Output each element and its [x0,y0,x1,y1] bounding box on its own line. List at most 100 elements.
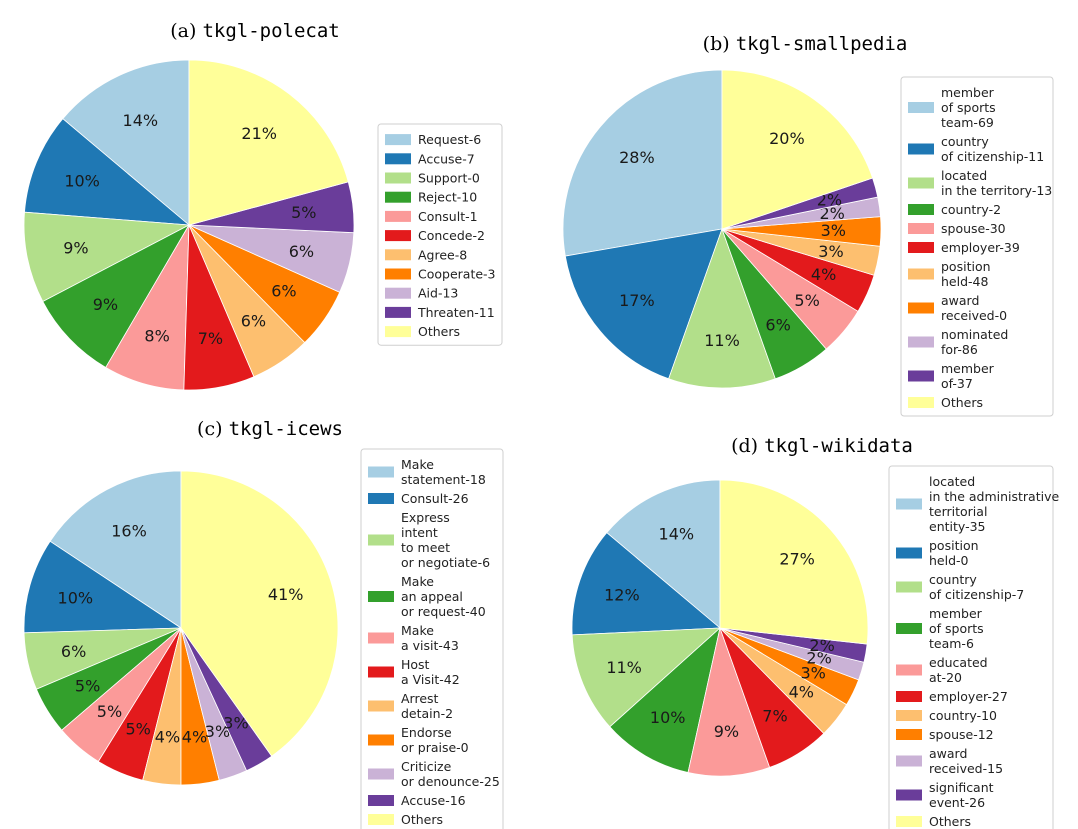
pie-slice-request-6 [62,59,190,226]
pie-slice-others [188,59,349,226]
legend-swatch [896,816,922,827]
legend-swatch [368,795,394,806]
pct-label: 14% [659,525,695,544]
pie-slice-located-in-the-territory-13 [668,227,776,389]
legend-label: Make a visit-43 [401,623,459,653]
pie-slice-member-of-sports-team-6 [609,626,721,773]
pct-label: 9% [63,239,88,258]
legend-label: Aid-13 [418,286,458,301]
pct-label: 7% [762,706,787,725]
legend-label: Make an appeal or request-40 [401,574,486,619]
legend-swatch [908,302,934,314]
pie-panel-smallpedia: (b) tkgl-smallpedia 28%17%11%6%5%4%3%3%2… [562,33,1054,417]
pie-slice-country-of-citizenship-11 [564,228,723,380]
chart-title: (b) tkgl-smallpedia [703,33,908,55]
legend-swatch [385,268,411,280]
pct-label: 17% [619,291,655,310]
legend-swatch [368,534,394,546]
legend: located in the administrative territorial e… [888,465,1059,829]
legend-swatch [896,789,922,801]
pct-label: 6% [765,316,790,335]
pct-label: 10% [650,708,686,727]
pie-slice-located-in-the-administrative-territorial-entity-35 [606,479,721,629]
legend-swatch [896,498,922,510]
chart-title: (c) tkgl-icews [197,418,343,440]
legend-swatch [368,768,394,780]
legend-label: member of sports team-69 [941,85,996,130]
legend-label: Reject-10 [418,190,477,205]
pct-label: 4% [811,265,836,284]
legend-label: Agree-8 [418,247,467,262]
pct-label: 5% [291,203,316,222]
pie-slice-reject-10 [42,224,191,369]
legend-swatch [368,734,394,746]
pie-slices: 14% 10% 9% 9% 8% 7% 6% 6% 6% 5% 21% [23,59,355,391]
legend-label: Consult-1 [418,209,478,224]
pct-label: 3% [205,722,230,741]
pie-slices: 16%10%6%5%5%5% 4% 4%3%3%41% [23,470,339,786]
legend-label: Cooperate-3 [418,267,496,282]
pct-label: 5% [75,676,100,695]
legend-label: Others [401,812,443,827]
pct-label: 7% [198,329,223,348]
legend-label: country-10 [929,708,997,723]
pct-label: 6% [289,242,314,261]
legend-label: member of-37 [941,361,995,391]
legend-label: Request-6 [418,132,481,147]
legend-swatch [908,204,934,215]
pct-label: 3% [821,221,846,240]
pie-slice-support-0 [23,211,191,303]
legend-frame [900,76,1054,417]
pct-label: 28% [619,148,655,167]
pct-label: 21% [241,124,277,143]
legend-swatch [908,242,934,253]
legend-swatch [896,729,922,740]
legend-swatch [908,143,934,155]
legend-swatch [908,177,934,189]
pct-label: 3% [801,664,826,683]
pct-label: 8% [144,327,169,346]
legend-label: educated at-20 [929,655,988,685]
legend-swatch [908,268,934,280]
pie-slice-others [721,69,874,230]
pie-panel-polecat: (a) tkgl-polecat 14% 10% 9% 9% 8% 7% 6% 6% 6% 5% 2… [23,20,503,391]
legend-label: Accuse-7 [418,151,475,166]
pct-label: 11% [704,331,740,350]
pct-label: 3% [223,714,248,733]
legend-label: position held-48 [941,259,991,289]
legend-swatch [385,230,411,242]
legend-label: Accuse-16 [401,793,466,808]
legend-swatch [385,306,411,318]
pie-slice-position-held-0 [571,532,722,636]
legend-swatch [896,755,922,767]
pie-slice-educated-at-20 [687,626,771,777]
pct-label: 2% [809,636,834,655]
legend-label: located in the territory-13 [941,168,1052,198]
pct-label: 5% [794,291,819,310]
legend-label: Express intent to meet or negotiate-6 [401,510,490,570]
chart-title: (a) tkgl-polecat [170,20,339,42]
legend-swatch [385,287,411,299]
legend-swatch [368,700,394,712]
pct-label: 6% [241,311,266,330]
pct-label: 4% [182,728,207,747]
legend-label: employer-39 [941,240,1020,255]
legend-label: position held-0 [929,538,979,568]
legend-label: country of citizenship-11 [941,134,1044,164]
legend-label: member of sports team-6 [929,606,984,651]
legend-swatch [908,336,934,348]
legend-swatch [908,223,934,234]
legend-swatch [896,623,922,634]
legend-swatch [385,210,411,222]
pct-label: 20% [769,129,805,148]
legend-swatch [368,493,394,504]
legend-label: spouse-12 [929,727,994,742]
legend-swatch [368,632,394,644]
pct-label: 9% [714,722,739,741]
legend-swatch [368,591,394,602]
pie-slices: 14%12%11%10%9%7%4%3%2%2%27% [571,479,869,777]
legend-swatch [385,153,411,165]
legend-swatch [896,547,922,559]
legend: member of sports team-69 country of citizens… [900,76,1054,417]
legend-label: award received-0 [941,293,1007,323]
